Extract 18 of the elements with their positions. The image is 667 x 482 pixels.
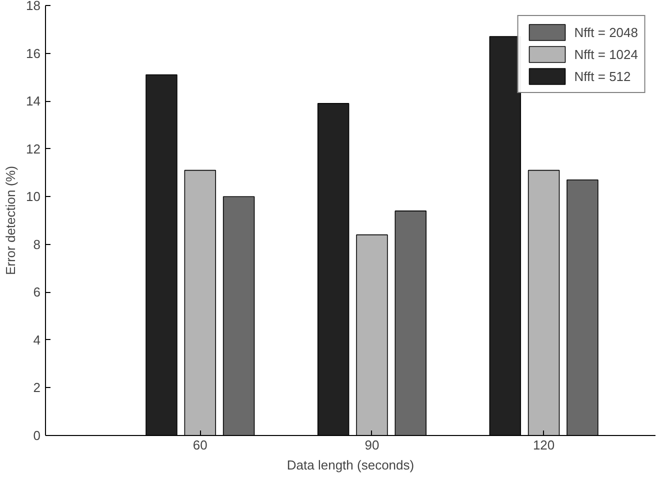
y-tick-label: 4 xyxy=(33,332,41,348)
y-tick-label: 8 xyxy=(33,236,41,252)
y-axis-title: Error detection (%) xyxy=(3,166,18,276)
x-tick-label: 120 xyxy=(532,438,555,452)
x-tick-label: 90 xyxy=(364,438,380,452)
legend-label: Nfft = 512 xyxy=(574,68,631,84)
legend-label: Nfft = 2048 xyxy=(574,24,638,40)
y-tick-label: 18 xyxy=(26,0,41,13)
y-tick-label: 0 xyxy=(33,428,41,443)
y-tick-label: 12 xyxy=(26,141,41,156)
y-tick-label: 16 xyxy=(26,46,41,61)
x-tick-label: 60 xyxy=(192,438,208,452)
x-axis-title: Data length (seconds) xyxy=(286,458,414,472)
y-tick-label: 10 xyxy=(26,189,41,204)
y-tick-label: 6 xyxy=(33,284,41,300)
legend-label: Nfft = 1024 xyxy=(574,46,638,62)
y-tick-label: 2 xyxy=(33,380,41,396)
y-tick-label: 14 xyxy=(26,94,41,109)
